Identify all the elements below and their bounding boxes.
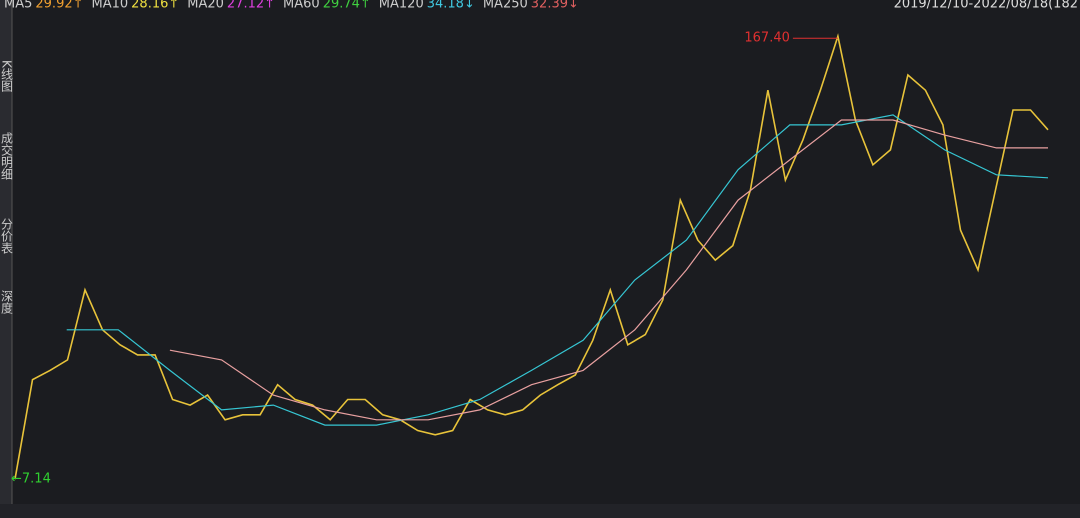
ma-value: 34.18↓ <box>427 0 475 12</box>
series-line <box>14 33 1049 480</box>
side-tab: 分价表 <box>0 218 14 254</box>
date-range: 2019/12/10-2022/08/18(182 <box>894 0 1078 12</box>
ma-label: MA5 <box>4 0 32 12</box>
ma-label: MA250 <box>483 0 528 12</box>
ma-label: MA60 <box>283 0 320 12</box>
ma-label: MA10 <box>92 0 129 12</box>
annotation-label: ←7.14 <box>11 472 51 487</box>
series-line <box>169 119 1048 421</box>
series-line <box>66 114 1049 426</box>
ma-value: 28.16↑ <box>131 0 179 12</box>
side-strip <box>0 0 12 518</box>
ma-value: 27.12↑ <box>227 0 275 12</box>
ma-value: 29.74↑ <box>323 0 371 12</box>
side-tab: 成交明细 <box>0 132 14 180</box>
side-tab: K线图 <box>0 60 14 92</box>
annotation-label: 167.40 <box>744 31 790 46</box>
bottom-strip <box>0 504 1080 518</box>
ma-value: 29.92↑ <box>35 0 83 12</box>
ma-label: MA120 <box>379 0 424 12</box>
ma-value: 32.39↓ <box>531 0 579 12</box>
side-tab: 深度 <box>0 290 14 314</box>
ma-label: MA20 <box>187 0 224 12</box>
